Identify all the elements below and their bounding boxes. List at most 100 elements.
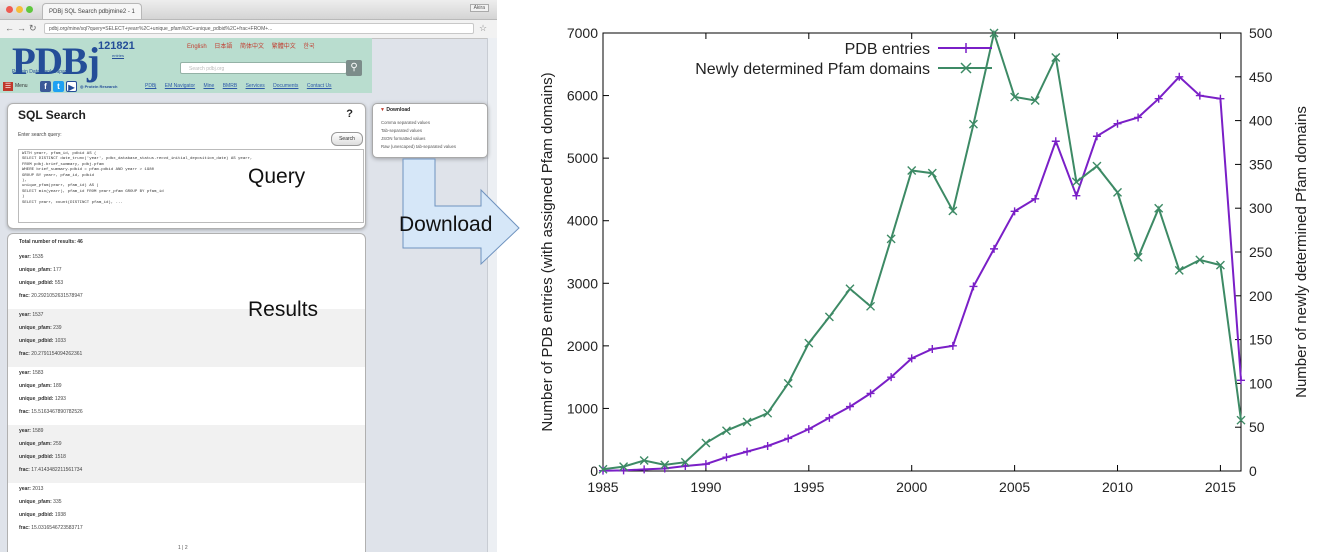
bookmark-star-icon[interactable]: ☆: [479, 23, 488, 33]
search-button[interactable]: Search: [331, 132, 363, 146]
nav-link[interactable]: Mine: [203, 83, 215, 89]
result-field-frac: frac: 15.0316546723583717: [19, 525, 83, 531]
minimize-window-icon[interactable]: [16, 6, 23, 13]
pdb-point: [907, 354, 916, 363]
download-menu: ▼ Download Comma separated values Tab-se…: [372, 103, 488, 158]
result-record: year: 1583 unique_pfam: 189 unique_pdbid: …: [8, 367, 365, 425]
result-field-unique-pfam: unique_pfam: 259: [19, 441, 62, 447]
maximize-window-icon[interactable]: [26, 6, 33, 13]
y2-tick-label: 250: [1249, 244, 1273, 260]
x-tick-label: 2015: [1205, 479, 1236, 495]
pdb-point: [1092, 132, 1101, 141]
result-field-value: 1938: [54, 512, 66, 518]
legend-marker-pdb: [961, 43, 971, 53]
result-field-value: 1589: [32, 428, 44, 434]
pfam-point: [907, 166, 917, 176]
result-field-value: 1583: [32, 370, 44, 376]
sql-query-editor[interactable]: WITH yearr, pfam_id, pdbid AS ( SELECT D…: [18, 149, 364, 223]
entry-count-link[interactable]: entries: [112, 53, 125, 58]
download-tsv-option[interactable]: Tab-separated values: [381, 128, 423, 133]
result-field-label: unique_pfam:: [19, 441, 52, 447]
results-annotation: Results: [248, 298, 319, 321]
twitter-icon[interactable]: t: [53, 81, 64, 92]
result-field-label: frac:: [19, 293, 30, 299]
pdbj-logo-subtitle: Protein Data Bank Japan: [12, 69, 68, 75]
lang-link[interactable]: 繁體中文: [271, 44, 296, 50]
download-raw-tsv-option[interactable]: Raw (unescaped) tab-separated values: [381, 144, 457, 149]
y2-tick-label: 350: [1249, 156, 1273, 172]
lang-link[interactable]: 日本語: [214, 44, 233, 50]
search-icon[interactable]: ⚲: [346, 60, 362, 76]
pfam-point: [1051, 53, 1061, 63]
results-panel: Total number of results: 46 year: 1535 un…: [7, 233, 366, 552]
result-field-unique-pdbid: unique_pdbid: 1518: [19, 454, 66, 460]
pfam-point: [989, 28, 999, 38]
pdb-point: [825, 413, 834, 422]
result-record: year: 2013 unique_pfam: 335 unique_pdbid: …: [8, 483, 365, 541]
url-field[interactable]: pdbj.org/mine/sql?query=SELECT+yearr%2C+…: [44, 23, 474, 34]
y-tick-label: 0: [590, 463, 598, 479]
lang-link[interactable]: 简体中文: [240, 44, 265, 50]
result-field-label: unique_pdbid:: [19, 512, 54, 518]
result-field-value: 15.0316546723583717: [31, 525, 83, 531]
result-record: year: 1589 unique_pfam: 259 unique_pdbid: …: [8, 425, 365, 483]
pdb-point: [619, 466, 628, 475]
pfam-point: [1236, 415, 1246, 425]
help-button[interactable]: ?: [346, 108, 353, 120]
pfam-point: [866, 301, 876, 311]
hamburger-menu-icon[interactable]: ☰: [3, 82, 13, 91]
nav-link[interactable]: EM Navigator: [164, 83, 196, 89]
pdb-point: [1072, 191, 1081, 200]
pdb-point: [1113, 119, 1122, 128]
sql-search-panel: SQL Search ? Enter search query: Search …: [7, 103, 366, 229]
back-icon[interactable]: ←: [5, 23, 14, 33]
result-field-unique-pdbid: unique_pdbid: 1033: [19, 338, 66, 344]
pdbj-logo[interactable]: PDBj: [12, 40, 100, 83]
lang-link[interactable]: 한국: [303, 44, 315, 50]
nav-link[interactable]: Contact Us: [306, 83, 332, 89]
results-pager[interactable]: 1 | 2: [178, 545, 188, 551]
site-search-input[interactable]: Search pdbj.org: [180, 62, 347, 74]
pdbj-partner-logo[interactable]: ◎ Protein Research: [80, 84, 118, 89]
pdb-point: [1237, 376, 1245, 385]
pfam-point: [1154, 203, 1164, 213]
query-line: unique_pfam(yearr, pfam_id) AS (: [22, 184, 99, 189]
plot-frame: [602, 32, 1242, 472]
pdb-point: [743, 447, 752, 456]
nav-link[interactable]: BMRB: [222, 83, 238, 89]
left-axis-ticks: 0 1000 2000 3000 4000 5000 6000 7000: [567, 25, 609, 479]
download-menu-title[interactable]: ▼ Download: [380, 107, 410, 113]
close-window-icon[interactable]: [6, 6, 13, 13]
pfam-point: [763, 408, 773, 418]
reload-icon[interactable]: ↻: [29, 23, 37, 33]
result-field-value: 15.5163467890782526: [31, 409, 83, 415]
page-scrollbar[interactable]: [487, 38, 497, 552]
result-field-label: unique_pfam:: [19, 267, 52, 273]
nav-link[interactable]: Documents: [273, 83, 299, 89]
result-field-label: frac:: [19, 467, 30, 473]
pdb-point: [1051, 137, 1060, 146]
result-field-label: year:: [19, 486, 31, 492]
result-field-unique-pdbid: unique_pdbid: 553: [19, 280, 63, 286]
browser-tab[interactable]: PDBj SQL Search pdbjmine2 - 1: [42, 3, 142, 19]
pfam-point: [948, 206, 958, 216]
user-badge[interactable]: Akira: [469, 4, 489, 12]
nav-link[interactable]: Services: [245, 83, 265, 89]
legend-label: PDB entries: [845, 41, 930, 58]
download-csv-option[interactable]: Comma separated values: [381, 120, 430, 125]
facebook-icon[interactable]: f: [40, 81, 51, 92]
result-field-value: 2013: [32, 486, 44, 492]
pdb-point: [990, 244, 999, 253]
pfam-point: [927, 168, 937, 178]
chart-legend: PDB entries Newly determined Pfam domain…: [695, 41, 992, 78]
youtube-icon[interactable]: ▶: [66, 81, 77, 92]
lang-link[interactable]: English: [187, 44, 207, 50]
nav-link[interactable]: PDBj: [145, 83, 157, 89]
forward-icon[interactable]: →: [17, 23, 26, 33]
menu-label[interactable]: Menu: [15, 83, 28, 89]
result-field-year: year: 2013: [19, 486, 43, 492]
download-json-option[interactable]: JSON formatted values: [381, 136, 426, 141]
growth-chart: 0 1000 2000 3000 4000 5000 6000 7000 0 50 100 150 2…: [539, 25, 1310, 495]
pfam-point: [824, 312, 834, 322]
pfam-point: [742, 417, 752, 427]
